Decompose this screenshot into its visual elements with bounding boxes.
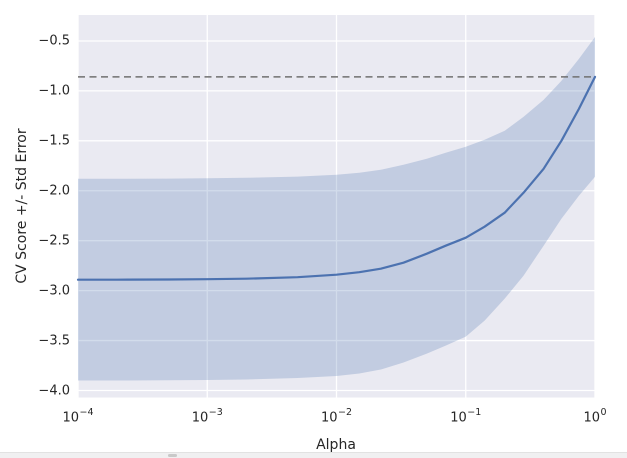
- x-axis-label: Alpha: [316, 437, 356, 453]
- std-error-band: [78, 37, 595, 381]
- y-axis-label: CV Score +/- Std Error: [14, 128, 30, 284]
- x-tick-label: 10−2: [320, 407, 353, 426]
- y-tick-label: −2.5: [38, 233, 70, 249]
- x-tick-label: 10−4: [62, 407, 94, 426]
- scrollbar-handle[interactable]: [168, 454, 177, 457]
- y-tick-label: −4.0: [38, 383, 70, 398]
- y-tick-label: −1.5: [38, 133, 70, 149]
- y-tick-label: −0.5: [38, 33, 70, 49]
- cv-score-line: [76, 75, 597, 281]
- x-tick-label: 10−1: [450, 407, 482, 426]
- y-tick-label: −2.0: [38, 183, 70, 199]
- y-tick-label: −3.0: [38, 283, 70, 299]
- bottom-scrollbar-track[interactable]: [0, 452, 627, 458]
- x-tick-label: 100: [583, 407, 607, 426]
- y-tick-label: −3.5: [38, 333, 70, 349]
- x-tick-label: 10−3: [191, 407, 223, 426]
- y-tick-label: −1.0: [38, 83, 70, 99]
